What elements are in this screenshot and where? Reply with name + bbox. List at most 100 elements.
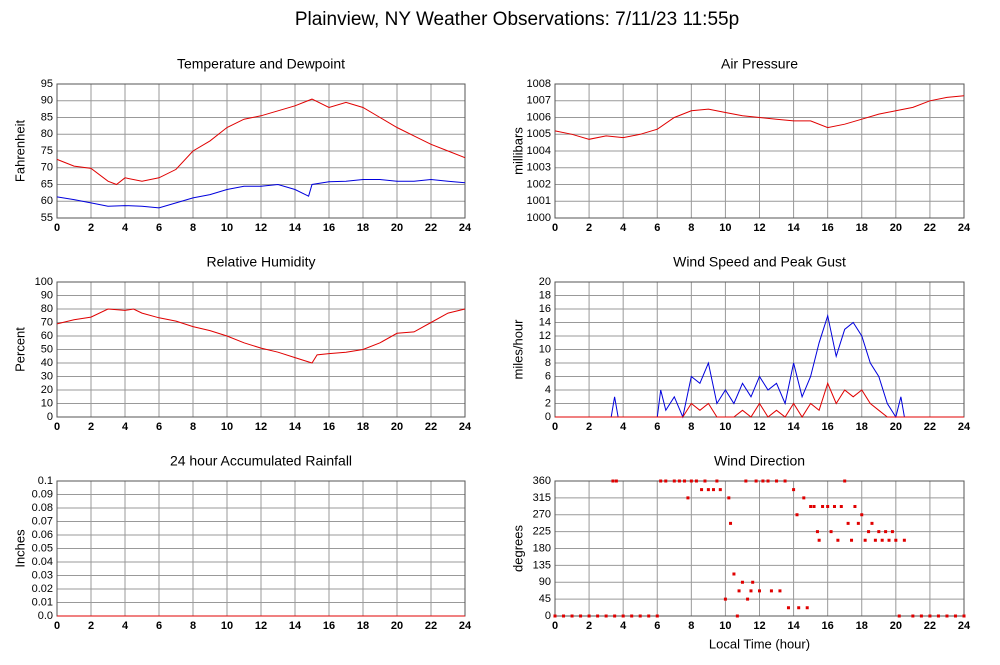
y-tick-label: 90 <box>539 576 551 588</box>
data-point <box>727 496 731 500</box>
y-axis-label: miles/hour <box>510 319 525 380</box>
data-point <box>766 479 770 483</box>
y-tick-label: 1005 <box>527 128 551 140</box>
x-tick-label: 10 <box>221 222 233 234</box>
data-line <box>56 178 466 209</box>
x-tick-label: 16 <box>323 620 335 632</box>
x-tick-label: 10 <box>719 222 731 234</box>
data-point <box>812 505 816 508</box>
x-tick-label: 22 <box>425 222 437 234</box>
x-tick-label: 4 <box>122 421 129 433</box>
y-tick-label: 12 <box>539 330 551 342</box>
data-point <box>792 488 796 492</box>
x-tick-label: 12 <box>255 620 267 632</box>
data-point <box>570 614 574 618</box>
y-tick-label: 0.08 <box>32 502 53 514</box>
y-axis-label: Inches <box>12 529 27 568</box>
x-tick-label: 22 <box>924 222 936 234</box>
data-point <box>638 614 642 618</box>
x-tick-label: 10 <box>221 421 233 433</box>
data-point <box>919 614 923 618</box>
x-tick-label: 24 <box>958 222 971 234</box>
data-point <box>718 488 722 492</box>
y-tick-label: 270 <box>533 509 551 521</box>
y-tick-label: 0 <box>545 411 551 423</box>
x-tick-label: 6 <box>654 620 660 632</box>
data-point <box>843 479 847 483</box>
data-point <box>894 538 898 542</box>
y-tick-label: 0.03 <box>32 569 53 581</box>
data-point <box>786 606 790 610</box>
x-tick-label: 24 <box>958 421 971 433</box>
data-point <box>795 513 799 517</box>
x-tick-label: 0 <box>552 222 558 234</box>
x-tick-label: 18 <box>856 421 868 433</box>
x-tick-label: 10 <box>719 620 731 632</box>
x-tick-label: 14 <box>289 620 302 632</box>
x-tick-label: 24 <box>459 222 472 234</box>
y-tick-label: 6 <box>545 370 551 382</box>
data-point <box>694 479 698 483</box>
data-point <box>902 538 906 542</box>
data-point <box>846 521 850 525</box>
data-point <box>700 488 704 492</box>
x-tick-label: 0 <box>54 222 60 234</box>
y-tick-label: 1006 <box>527 111 551 123</box>
y-tick-label: 0 <box>47 411 53 423</box>
chart-title: Air Pressure <box>721 56 798 72</box>
x-tick-label: 12 <box>753 421 765 433</box>
x-tick-label: 16 <box>323 421 335 433</box>
data-point <box>553 614 557 618</box>
x-tick-label: 6 <box>156 222 162 234</box>
data-point <box>775 479 779 483</box>
data-point <box>863 538 867 542</box>
data-point <box>711 488 715 492</box>
data-point <box>647 614 651 618</box>
x-tick-label: 20 <box>391 620 403 632</box>
x-tick-label: 2 <box>586 620 592 632</box>
x-tick-label: 6 <box>654 222 660 234</box>
x-tick-label: 2 <box>586 421 592 433</box>
y-tick-label: 0.07 <box>32 515 53 527</box>
plot-border <box>56 83 466 219</box>
y-tick-label: 10 <box>539 343 551 355</box>
x-tick-label: 4 <box>620 222 627 234</box>
data-point <box>856 521 860 525</box>
data-point <box>604 614 608 618</box>
chart-title: Wind Direction <box>714 453 805 469</box>
x-tick-label: 4 <box>122 222 129 234</box>
x-tick-label: 0 <box>552 620 558 632</box>
chart-title: Wind Speed and Peak Gust <box>673 254 846 270</box>
x-tick-label: 8 <box>688 421 694 433</box>
x-tick-label: 2 <box>88 620 94 632</box>
data-point <box>729 521 733 525</box>
y-tick-label: 0.01 <box>32 596 53 608</box>
data-point <box>769 589 773 593</box>
data-point <box>877 530 881 534</box>
data-point <box>686 496 690 500</box>
data-point <box>850 538 854 542</box>
chart-title: Temperature and Dewpoint <box>177 56 345 72</box>
x-tick-label: 10 <box>719 421 731 433</box>
y-axis-label: degrees <box>510 525 525 572</box>
data-point <box>689 479 693 483</box>
data-point <box>621 614 625 618</box>
data-point <box>829 530 833 534</box>
data-point <box>809 505 813 508</box>
y-tick-label: 65 <box>41 178 53 190</box>
y-tick-label: 8 <box>545 357 551 369</box>
plot-border <box>554 83 965 219</box>
data-point <box>614 479 618 483</box>
x-tick-label: 2 <box>88 421 94 433</box>
y-tick-label: 4 <box>545 384 551 396</box>
y-tick-label: 0.0 <box>38 610 53 622</box>
x-tick-label: 0 <box>54 620 60 632</box>
x-tick-label: 24 <box>459 421 472 433</box>
x-tick-label: 12 <box>753 620 765 632</box>
x-tick-label: 20 <box>890 222 902 234</box>
data-point <box>890 530 894 534</box>
y-tick-label: 40 <box>41 357 53 369</box>
data-point <box>751 580 755 584</box>
x-tick-label: 20 <box>391 222 403 234</box>
x-tick-label: 4 <box>620 620 627 632</box>
